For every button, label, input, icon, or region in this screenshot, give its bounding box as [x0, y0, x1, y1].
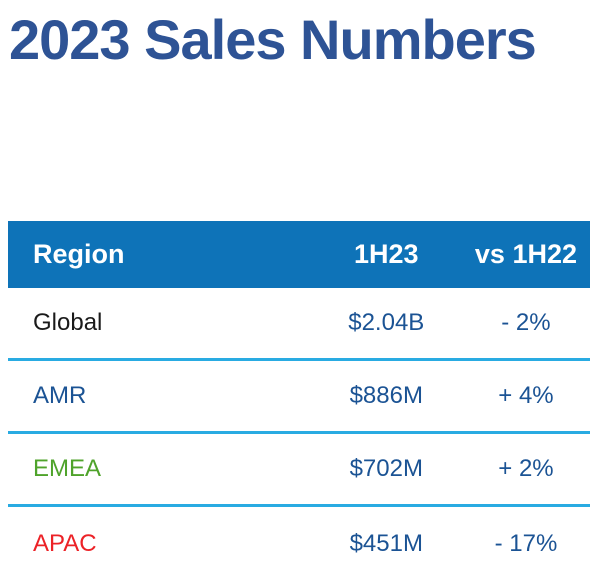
table-row-emea: EMEA $702M + 2%	[8, 434, 590, 507]
column-header-vs-1h22: vs 1H22	[474, 239, 577, 269]
column-header-1h23: 1H23	[354, 239, 419, 269]
sales-value: $702M	[349, 455, 423, 482]
sales-value: $2.04B	[348, 309, 425, 336]
sales-value: $886M	[349, 382, 423, 409]
sales-value: $451M	[349, 530, 423, 557]
table-row-global: Global $2.04B - 2%	[8, 288, 590, 361]
region-label: APAC	[33, 530, 97, 557]
table-header-row: Region 1H23 vs 1H22	[8, 221, 590, 288]
yoy-change: + 2%	[498, 455, 554, 482]
region-label: EMEA	[33, 455, 102, 482]
region-label: AMR	[33, 382, 87, 409]
column-header-region: Region	[33, 239, 125, 269]
region-label: Global	[33, 309, 103, 336]
table-row-apac: APAC $451M - 17%	[8, 507, 590, 581]
yoy-change: + 4%	[498, 382, 554, 409]
table-row-amr: AMR $886M + 4%	[8, 361, 590, 434]
sales-table: Region 1H23 vs 1H22 Global $2.04B - 2% A…	[8, 221, 590, 581]
yoy-change: - 17%	[494, 530, 558, 557]
yoy-change: - 2%	[501, 309, 551, 336]
page-title: 2023 Sales Numbers	[9, 8, 537, 71]
